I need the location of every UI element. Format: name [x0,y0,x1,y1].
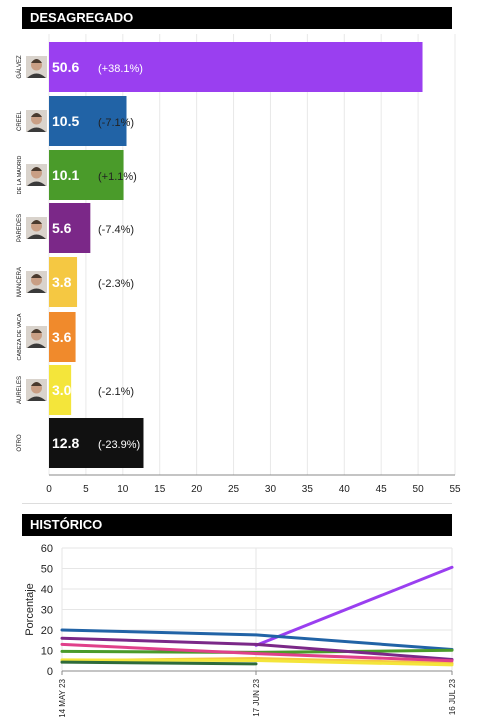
x-tick-label: 40 [339,484,351,495]
bar-value-label: 10.1 [52,167,79,183]
candidate-photo [26,164,47,186]
bar-change-label: (+1.1%) [98,171,137,183]
category-label-otro: OTRO [17,434,23,452]
series-line-0 [256,567,452,645]
bar-change-label: (-7.1%) [98,117,134,129]
breakdown-bar-chart: 50.6 (+38.1%) 10.5 (-7.1%) 10.1 (+1.1%) 5.6 (-7… [0,0,500,500]
category-label-paredes: PAREDES [17,214,23,242]
bar-change-label: (-7.4%) [98,224,134,236]
series-line-7 [62,662,256,664]
y-tick-label: 10 [41,646,53,658]
y-tick-label: 30 [41,605,53,617]
history-line-chart: 0 10 20 30 40 50 60 14 MAY 23 17 JUN 23 16 JUL 23… [0,527,500,717]
x-tick-label: 0 [46,484,52,495]
candidate-photo [26,56,47,78]
bar-change-label: (-23.9%) [98,439,140,451]
bar-change-label: (+38.1%) [98,63,143,75]
category-label-mancera: MANCERA [17,267,23,297]
category-label-creel: CREEL [17,110,23,131]
x-tick-label: 45 [376,484,388,495]
candidate-photo [26,110,47,132]
candidate-photo [26,379,47,401]
series-line-3 [62,638,452,659]
y-tick-label: 0 [47,666,53,678]
y-tick-label: 40 [41,584,53,596]
y-axis-title: Porcentaje [24,583,36,636]
x-tick-label: 10 [117,484,129,495]
x-tick-label: 15 [154,484,166,495]
bar-value-label: 3.8 [52,274,72,290]
x-tick-label: 16 JUL 23 [448,678,457,715]
y-tick-label: 20 [41,625,53,637]
y-tick-label: 60 [41,543,53,555]
bar-value-label: 12.8 [52,435,79,451]
candidate-photo [26,326,47,348]
section-divider [22,503,452,504]
x-tick-label: 55 [449,484,461,495]
y-tick-label: 50 [41,564,53,576]
bar-change-label: (-2.3%) [98,278,134,290]
bar-value-label: 5.6 [52,220,72,236]
candidate-photo [26,217,47,239]
x-tick-label: 17 JUN 23 [252,678,261,716]
bar-value-label: 50.6 [52,59,79,75]
category-label-galvez: GÁLVEZ [16,55,23,79]
x-tick-label: 14 MAY 23 [58,678,67,717]
category-label-aureles: AURELES [17,376,23,404]
x-tick-label: 5 [83,484,89,495]
category-label-cabeza-de-vaca: CABEZA DE VACA [17,313,23,360]
x-tick-label: 30 [265,484,277,495]
x-tick-label: 35 [302,484,314,495]
bar-value-label: 3.0 [52,382,72,398]
bar-value-label: 3.6 [52,329,72,345]
candidate-photo [26,271,47,293]
x-tick-label: 50 [413,484,425,495]
bar-value-label: 10.5 [52,113,79,129]
bar-change-label: (-2.1%) [98,386,134,398]
category-label-de-la-madrid: DE LA MADRID [17,156,23,195]
x-tick-label: 25 [228,484,240,495]
x-tick-label: 20 [191,484,203,495]
